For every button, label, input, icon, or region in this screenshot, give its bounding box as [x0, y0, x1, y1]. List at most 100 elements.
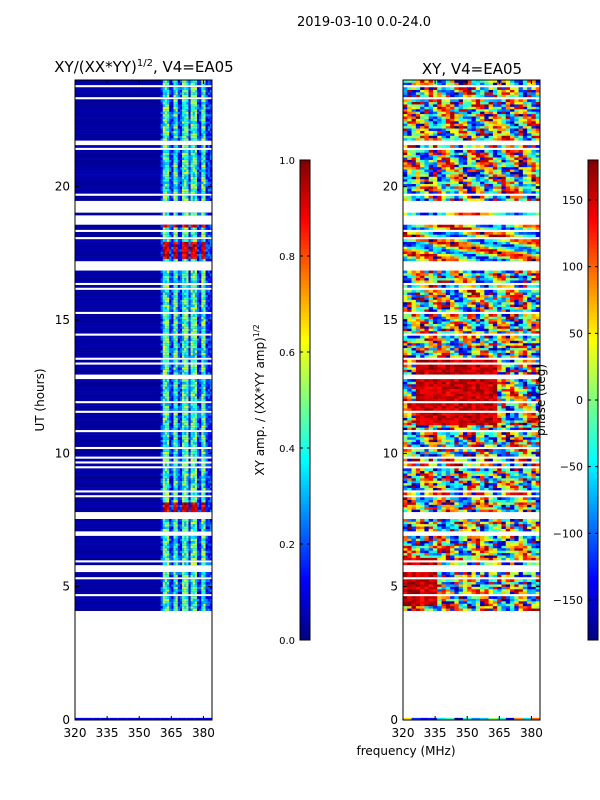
- heatmap-cell: [197, 395, 200, 399]
- heatmap-cell: [182, 601, 185, 604]
- heatmap-cell: [173, 538, 176, 542]
- heatmap-cell: [192, 111, 196, 115]
- heatmap-cell: [203, 403, 206, 406]
- heatmap-cell: [175, 393, 179, 397]
- heatmap-cell: [424, 555, 429, 558]
- heatmap-cell: [188, 523, 191, 527]
- heatmap-cell: [199, 306, 202, 310]
- heatmap-cell: [197, 475, 200, 479]
- heatmap-cell: [173, 101, 176, 105]
- heatmap-row-base: [75, 478, 212, 481]
- heatmap-cell: [182, 581, 185, 585]
- heatmap-cell: [207, 603, 211, 607]
- heatmap-cell: [175, 398, 179, 402]
- heatmap-cell: [194, 111, 198, 115]
- heatmap-cell: [184, 596, 187, 599]
- heatmap-cell: [531, 603, 537, 607]
- heatmap-cell: [188, 422, 191, 426]
- heatmap-cell: [164, 444, 168, 447]
- heatmap-cell: [207, 118, 211, 122]
- heatmap-cell: [179, 188, 183, 192]
- heatmap-cell: [167, 345, 170, 349]
- heatmap-cell: [175, 280, 179, 283]
- heatmap-cell: [531, 574, 537, 578]
- heatmap-cell: [531, 584, 537, 587]
- heatmap-cell: [182, 415, 185, 418]
- heatmap-cell: [179, 572, 183, 575]
- heatmap-cell: [160, 294, 164, 298]
- heatmap-cell: [188, 444, 191, 447]
- heatmap-cell: [162, 340, 166, 344]
- heatmap-row-base: [75, 504, 212, 508]
- heatmap-cell: [162, 547, 166, 551]
- heatmap-cell: [188, 190, 191, 194]
- heatmap-cell: [160, 352, 164, 356]
- heatmap-cell: [188, 340, 191, 344]
- heatmap-cell: [164, 591, 168, 595]
- heatmap-cell: [186, 470, 189, 474]
- heatmap-cell: [194, 403, 198, 406]
- heatmap-cell: [184, 234, 187, 238]
- heatmap-cell: [175, 591, 179, 595]
- heatmap-cell: [201, 528, 204, 532]
- heatmap-cell: [177, 540, 181, 544]
- heatmap-cell: [160, 280, 164, 283]
- heatmap-cell: [199, 113, 202, 117]
- heatmap-cell: [164, 154, 168, 158]
- heatmap-cell: [192, 523, 196, 527]
- heatmap-cell: [162, 463, 166, 467]
- heatmap-cell: [175, 301, 179, 305]
- heatmap-cell: [201, 183, 204, 187]
- heatmap-cell: [194, 113, 198, 117]
- heatmap-cell: [458, 591, 464, 595]
- heatmap-cell: [169, 135, 172, 139]
- heatmap-cell: [199, 432, 202, 435]
- x-tick-label: 380: [192, 726, 215, 740]
- heatmap-cell: [194, 326, 198, 329]
- heatmap-cell: [207, 523, 211, 527]
- heatmap-cell: [194, 538, 198, 542]
- heatmap-cell: [407, 608, 412, 611]
- colorbar-segment: [300, 552, 310, 557]
- heatmap-cell: [199, 547, 202, 551]
- heatmap-cell: [164, 586, 168, 590]
- heatmap-cell: [162, 234, 166, 238]
- heatmap-cell: [175, 526, 179, 529]
- heatmap-cell: [194, 171, 198, 175]
- heatmap-row-base: [75, 82, 212, 86]
- heatmap-cell: [209, 258, 213, 262]
- heatmap-cell: [186, 504, 189, 508]
- heatmap-cell: [194, 584, 198, 587]
- heatmap-cell: [192, 277, 196, 281]
- heatmap-cell: [203, 94, 206, 98]
- heatmap-cell: [173, 234, 176, 238]
- heatmap-cell: [462, 555, 468, 558]
- heatmap-cell: [184, 543, 187, 546]
- heatmap-cell: [497, 608, 502, 611]
- heatmap-cell: [175, 359, 179, 363]
- heatmap-cell: [177, 417, 181, 421]
- heatmap-row-base: [75, 480, 212, 484]
- heatmap-cell: [186, 603, 189, 607]
- heatmap-cell: [188, 398, 191, 402]
- heatmap-row-base: [75, 121, 212, 124]
- heatmap-cell: [209, 335, 213, 339]
- heatmap-cell: [209, 598, 213, 602]
- heatmap-cell: [192, 379, 196, 382]
- heatmap-cell: [188, 506, 191, 510]
- panel1-ylabel: UT (hours): [33, 368, 47, 431]
- heatmap-cell: [186, 251, 189, 254]
- heatmap-cell: [203, 463, 206, 467]
- heatmap-cell: [162, 521, 166, 525]
- heatmap-cell: [201, 289, 204, 293]
- heatmap-cell: [192, 309, 196, 312]
- heatmap-cell: [437, 574, 442, 578]
- heatmap-cell: [199, 371, 202, 375]
- heatmap-cell: [203, 535, 206, 539]
- heatmap-cell: [179, 121, 183, 124]
- heatmap-cell: [203, 326, 206, 329]
- heatmap-cell: [162, 439, 166, 443]
- heatmap-cell: [480, 596, 485, 599]
- heatmap-cell: [173, 82, 176, 86]
- heatmap-cell: [160, 121, 164, 124]
